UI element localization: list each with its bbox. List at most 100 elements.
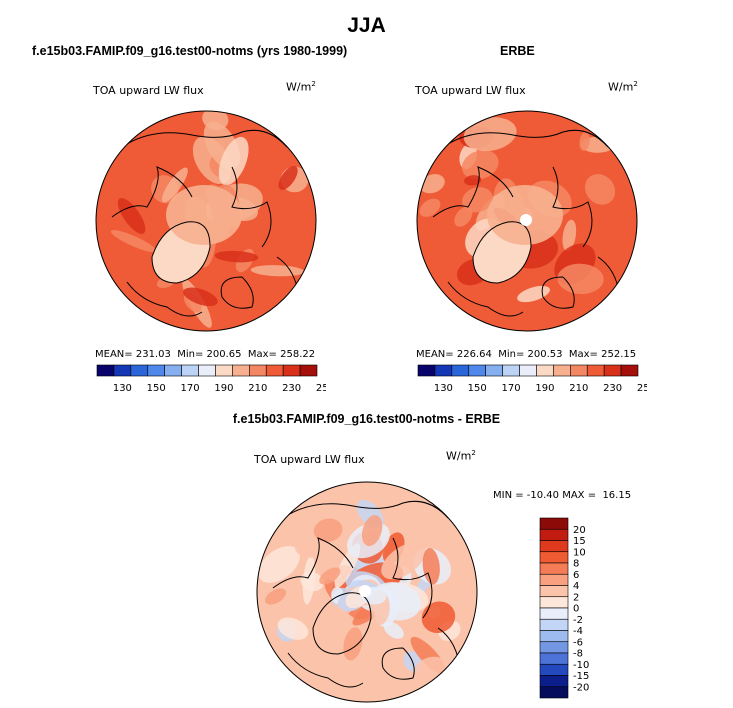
panel-1-max-label: Max= [247, 349, 277, 360]
colorbar-swatch [164, 364, 182, 377]
contour-region [218, 136, 249, 186]
contour-region [343, 627, 363, 661]
colorbar-tick-label: 210 [569, 383, 588, 394]
contour-region [278, 165, 298, 190]
colorbar-swatch [249, 364, 267, 377]
coastline [447, 281, 524, 317]
colorbar-tick-label: 6 [573, 570, 579, 581]
panel-2-min-value: 200.53 [527, 349, 563, 360]
contour-region [557, 263, 604, 295]
colorbar-swatch [539, 573, 569, 586]
coastline [126, 281, 203, 317]
colorbar-swatch [539, 528, 569, 541]
contour-region [562, 219, 577, 252]
coastline [552, 166, 593, 248]
panel-2-max-value: 252.15 [601, 349, 637, 360]
panel-2-stats: MEAN= 226.64 Min= 200.53 Max= 252.15 [416, 349, 636, 360]
contour-region [462, 187, 493, 213]
colorbar-swatch [539, 585, 569, 598]
arctic-region [166, 185, 242, 245]
colorbar-swatch [434, 364, 453, 377]
colorbar-tick-label: 2 [573, 592, 579, 603]
panel-3-min-max-stats: MIN = -10.40 MAX = 16.15 [493, 490, 632, 501]
panel-2-max-label: Max= [568, 349, 598, 360]
colorbar-tick-label: 230 [282, 383, 301, 394]
colorbar-tick-label: 250 [637, 383, 647, 394]
contour-region [319, 567, 341, 585]
colorbar-swatch [96, 364, 115, 377]
colorbar-tick-label: 170 [181, 383, 200, 394]
colorbar-swatch [553, 364, 571, 377]
panel-1-variable-label: TOA upward LW flux [93, 84, 204, 97]
colorbar-swatch [468, 364, 486, 377]
colorbar-swatch [232, 364, 250, 377]
panel-2-heading: ERBE [500, 44, 535, 58]
colorbar-swatch [539, 562, 569, 575]
contour-region [419, 174, 445, 194]
panel-1-mean-value: 231.03 [135, 349, 171, 360]
colorbar-tick-label: 15 [573, 536, 586, 547]
panel-3-units-label: W/m2 [446, 449, 476, 463]
panel-1-min-label: Min= [177, 349, 204, 360]
colorbar-tick-label: 250 [316, 383, 326, 394]
contour-region [313, 518, 343, 542]
colorbar-tick-label: -4 [573, 626, 583, 637]
colorbar-swatch [570, 364, 588, 377]
page-title: JJA [347, 14, 386, 37]
panel-1-heading: f.e15b03.FAMIP.f09_g16.test00-notms (yrs… [32, 44, 348, 58]
colorbar-swatch [539, 641, 569, 654]
contour-region [214, 250, 259, 263]
panel-2-units-exponent: 2 [633, 80, 638, 88]
colorbar-tick-label: 20 [573, 525, 586, 536]
colorbar-tick-label: 130 [434, 383, 453, 394]
panel-2-units-label: W/m2 [608, 80, 638, 94]
colorbar-swatch [539, 607, 569, 620]
colorbar-tick-label: -10 [573, 660, 589, 671]
panel-3-heading: f.e15b03.FAMIP.f09_g16.test00-notms - ER… [232, 412, 501, 426]
coastline [287, 652, 364, 688]
pole-hole [359, 585, 371, 597]
colorbar-swatch [539, 652, 569, 665]
colorbar-tick-label: 10 [573, 547, 586, 558]
contour-region [183, 287, 218, 307]
panel-1-units-exponent: 2 [311, 80, 316, 88]
colorbar-swatch [299, 364, 318, 377]
colorbar-swatch [586, 364, 605, 377]
colorbar-tick-label: -20 [573, 682, 589, 693]
panel-1-units-label: W/m2 [286, 80, 316, 94]
map-boundary [95, 110, 317, 332]
pole-hole [520, 214, 532, 226]
panel-2-mean-label: MEAN= [416, 349, 454, 360]
coastline [312, 592, 372, 655]
colorbar-swatch [519, 364, 537, 377]
colorbar-tick-label: -8 [573, 649, 583, 660]
panel-2-units-text: W/m [608, 80, 634, 94]
panel-3-units-exponent: 2 [471, 449, 476, 457]
panel-1-colorbar: 130150170190210230250270 [96, 364, 326, 394]
colorbar-swatch [539, 517, 569, 530]
contour-region [422, 548, 440, 585]
colorbar-tick-label: 150 [468, 383, 487, 394]
colorbar-swatch [539, 675, 569, 688]
coastline [432, 166, 514, 218]
colorbar-swatch [113, 364, 132, 377]
coastline [392, 537, 433, 619]
colorbar-swatch [215, 364, 233, 377]
colorbar-swatch [539, 686, 569, 699]
contour-region [383, 621, 404, 639]
colorbar-swatch [539, 540, 569, 553]
colorbar-swatch [620, 364, 639, 377]
panel-1-mean-label: MEAN= [95, 349, 133, 360]
coastline [541, 276, 575, 309]
colorbar-tick-label: 8 [573, 559, 579, 570]
contour-region [110, 230, 157, 253]
colorbar-tick-label: 190 [535, 383, 554, 394]
map-boundary [416, 110, 638, 332]
colorbar-swatch [130, 364, 149, 377]
contour-region [361, 515, 383, 547]
contour-region [381, 542, 426, 580]
colorbar-tick-label: 170 [502, 383, 521, 394]
contour-region [421, 601, 456, 634]
colorbar-tick-label: 230 [603, 383, 622, 394]
